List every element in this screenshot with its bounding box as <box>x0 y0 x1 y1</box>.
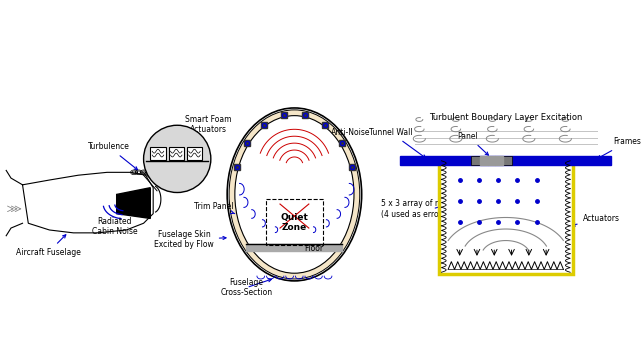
Text: Radiated
Cabin Noise: Radiated Cabin Noise <box>92 217 137 236</box>
Text: Anti-Noise: Anti-Noise <box>313 128 370 145</box>
Ellipse shape <box>227 108 361 281</box>
Bar <box>150 147 166 160</box>
Polygon shape <box>480 156 487 165</box>
Bar <box>169 147 184 160</box>
Text: Fuselage Skin
Excited by Flow: Fuselage Skin Excited by Flow <box>154 230 226 249</box>
Polygon shape <box>117 188 150 218</box>
Ellipse shape <box>229 110 360 279</box>
Text: Frames: Frames <box>598 138 641 158</box>
Text: Trim Panel: Trim Panel <box>193 202 235 214</box>
Text: Turbulence: Turbulence <box>88 142 137 170</box>
Polygon shape <box>495 156 503 165</box>
Polygon shape <box>22 172 153 233</box>
Bar <box>438 159 573 274</box>
Text: Aircraft Fuselage: Aircraft Fuselage <box>16 235 81 257</box>
Text: Actuators: Actuators <box>572 214 620 226</box>
Polygon shape <box>247 244 342 251</box>
Bar <box>187 147 202 160</box>
Text: Fuselage
Cross-Section: Fuselage Cross-Section <box>220 278 272 297</box>
Text: 5 x 3 array of microphones
(4 used as error sensors): 5 x 3 array of microphones (4 used as er… <box>381 199 484 218</box>
Text: Panel: Panel <box>458 132 489 155</box>
Text: Turbulent Boundary Layer Excitation: Turbulent Boundary Layer Excitation <box>429 113 582 122</box>
Circle shape <box>144 125 211 192</box>
Polygon shape <box>487 156 495 165</box>
Text: Quiet
Zone: Quiet Zone <box>281 213 308 232</box>
Bar <box>471 156 512 165</box>
Text: Smart Foam
Actuators: Smart Foam Actuators <box>176 114 231 145</box>
Ellipse shape <box>235 116 354 273</box>
Text: Tunnel Wall: Tunnel Wall <box>369 128 426 158</box>
Text: Floor: Floor <box>304 244 323 253</box>
Bar <box>400 156 611 165</box>
Bar <box>266 199 323 245</box>
